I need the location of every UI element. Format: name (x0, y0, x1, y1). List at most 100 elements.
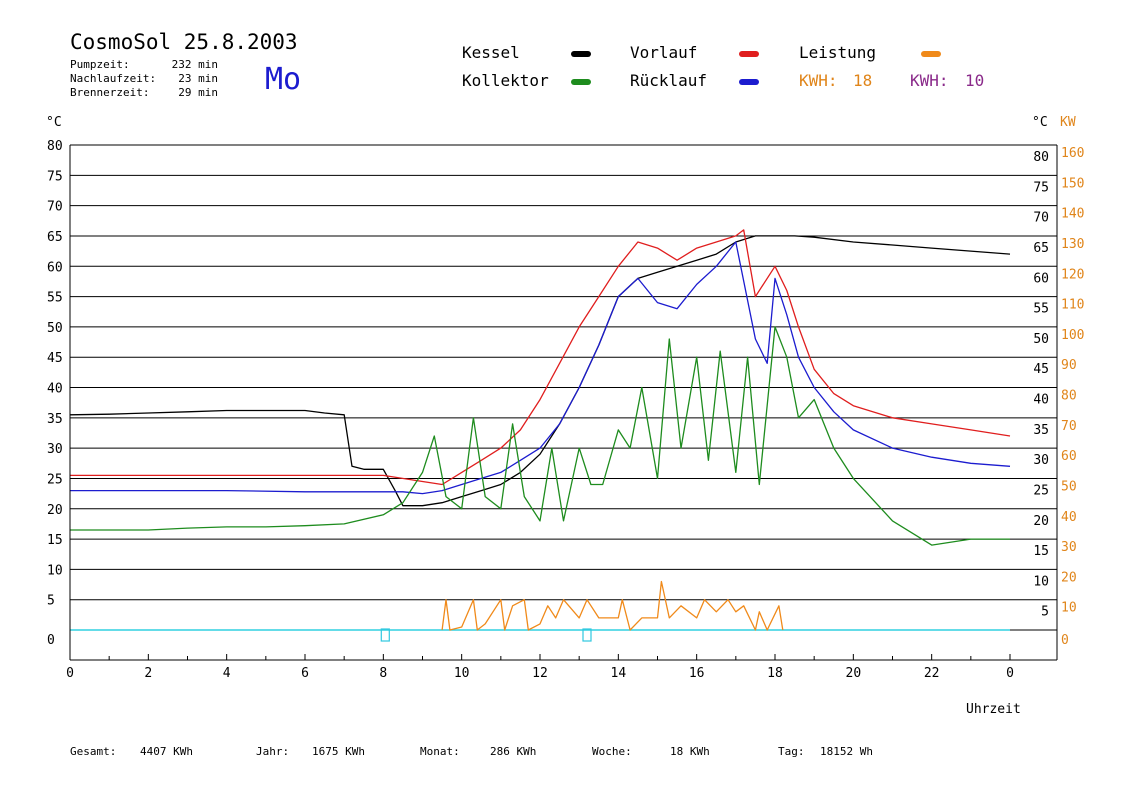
footer-gesamt-label: Gesamt: (70, 745, 117, 758)
x-tick-label-0: 0 (1006, 666, 1014, 681)
series-kessel (69, 235, 1011, 507)
footer-monat-value: 286 KWh (490, 745, 537, 758)
chart-axes (69, 145, 1058, 661)
x-tick-label-6: 6 (301, 666, 309, 681)
footer-jahr-value: 1675 KWh (312, 745, 365, 758)
y-left-tick-25: 25 (47, 472, 63, 487)
y-right-tick-5: 5 (1041, 605, 1049, 620)
footer-woche-label: Woche: (592, 745, 632, 758)
stat-pumpzeit-label: Pumpzeit: (70, 58, 130, 71)
x-tick-label-4: 4 (223, 666, 231, 681)
chart-series (69, 229, 1011, 631)
legend-ruecklauf-label: Rücklauf (630, 71, 708, 90)
legend-kessel-label: Kessel (462, 43, 520, 62)
footer-tag-value: 18152 Wh (820, 745, 873, 758)
y-left-tick-40: 40 (47, 382, 63, 397)
stat-brennerzeit-label: Brennerzeit: (70, 86, 150, 99)
y-left-tick-65: 65 (47, 230, 63, 245)
y-right-tick-45: 45 (1033, 362, 1049, 377)
y-right-tick-55: 55 (1033, 302, 1049, 317)
legend-kollektor-label: Kollektor (462, 71, 549, 90)
legend-kwh-purple-value: 10 (965, 71, 985, 90)
footer-tag-label: Tag: (778, 745, 805, 758)
y-left-tick-15: 15 (47, 533, 63, 548)
y-left-tick-50: 50 (47, 321, 63, 336)
x-tick-label-14: 14 (611, 666, 627, 681)
y-kw-tick-110: 110 (1061, 298, 1084, 313)
series-kollektor (70, 326, 1010, 546)
y-right-tick-80: 80 (1033, 150, 1049, 165)
y-kw-tick-100: 100 (1061, 328, 1084, 343)
y-kw-tick-160: 160 (1061, 146, 1084, 161)
y-right-tick-10: 10 (1033, 574, 1049, 589)
legend-kessel-swatch (571, 51, 591, 57)
y-right-tick-40: 40 (1033, 393, 1049, 408)
x-tick-label-10: 10 (454, 666, 470, 681)
series-rcklauf (70, 241, 1011, 495)
y-kw-tick-70: 70 (1061, 419, 1077, 434)
y-kw-tick-10: 10 (1061, 601, 1077, 616)
y-left-tick-20: 20 (47, 503, 63, 518)
y-left-tick-80: 80 (47, 139, 63, 154)
y-right-tick-15: 15 (1033, 544, 1049, 559)
y-kw-tick-120: 120 (1061, 267, 1084, 282)
x-tick-label-20: 20 (846, 666, 862, 681)
x-axis-label: Uhrzeit (966, 702, 1021, 717)
y-left-tick-30: 30 (47, 442, 63, 457)
y-right-tick-70: 70 (1033, 211, 1049, 226)
legend-kwh-orange-label: KWH: (799, 71, 838, 90)
chart-marks (380, 628, 592, 642)
y-right-tick-50: 50 (1033, 332, 1049, 347)
x-tick-label-0: 0 (66, 666, 74, 681)
zero-marker-0 (380, 628, 390, 642)
y-left-tick-60: 60 (47, 260, 63, 275)
stat-nachlaufzeit-label: Nachlaufzeit: (70, 72, 157, 85)
legend-ruecklauf-swatch (739, 79, 759, 85)
y-right-tick-25: 25 (1033, 483, 1049, 498)
y-kw-tick-80: 80 (1061, 389, 1077, 404)
y-left-tick-10: 10 (47, 563, 63, 578)
series-vorlauf (70, 229, 1011, 486)
footer-monat-label: Monat: (420, 745, 460, 758)
legend-vorlauf-swatch (739, 51, 759, 57)
y-kw-tick-60: 60 (1061, 449, 1077, 464)
y-axis-kw-unit: KW (1060, 115, 1076, 130)
y-axis-right-unit: °C (1032, 115, 1048, 130)
y-kw-tick-50: 50 (1061, 479, 1077, 494)
y-kw-tick-20: 20 (1061, 570, 1077, 585)
footer-woche-value: 18 KWh (670, 745, 710, 758)
y-left-tick-70: 70 (47, 200, 63, 215)
stat-nachlaufzeit-value: 23 min (178, 72, 218, 85)
y-left-tick-45: 45 (47, 351, 63, 366)
x-tick-label-12: 12 (532, 666, 548, 681)
series-leistung (441, 580, 784, 631)
y-kw-tick-130: 130 (1061, 237, 1084, 252)
y-right-tick-20: 20 (1033, 514, 1049, 529)
y-kw-tick-40: 40 (1061, 510, 1077, 525)
x-tick-label-22: 22 (924, 666, 940, 681)
legend-leistung-swatch (921, 51, 941, 57)
y-kw-tick-150: 150 (1061, 176, 1084, 191)
zero-marker-1 (582, 628, 592, 642)
y-right-tick-35: 35 (1033, 423, 1049, 438)
y-left-tick-35: 35 (47, 412, 63, 427)
legend-kollektor-swatch (571, 79, 591, 85)
y-kw-tick-30: 30 (1061, 540, 1077, 555)
y-right-tick-75: 75 (1033, 180, 1049, 195)
stat-brennerzeit-value: 29 min (178, 86, 218, 99)
stat-pumpzeit-value: 232 min (171, 58, 218, 71)
x-tick-label-18: 18 (767, 666, 783, 681)
y-right-tick-65: 65 (1033, 241, 1049, 256)
footer-jahr-label: Jahr: (256, 745, 290, 758)
x-tick-label-2: 2 (144, 666, 152, 681)
legend-leistung-label: Leistung (799, 43, 877, 62)
legend-kwh-orange-value: 18 (853, 71, 873, 90)
legend-vorlauf-label: Vorlauf (630, 43, 698, 62)
weekday-label: Mo (265, 62, 302, 97)
footer-gesamt-value: 4407 KWh (140, 745, 193, 758)
y-axis-left-unit: °C (46, 115, 62, 130)
y-kw-tick-140: 140 (1061, 207, 1084, 222)
y-right-tick-60: 60 (1033, 271, 1049, 286)
x-tick-label-16: 16 (689, 666, 705, 681)
